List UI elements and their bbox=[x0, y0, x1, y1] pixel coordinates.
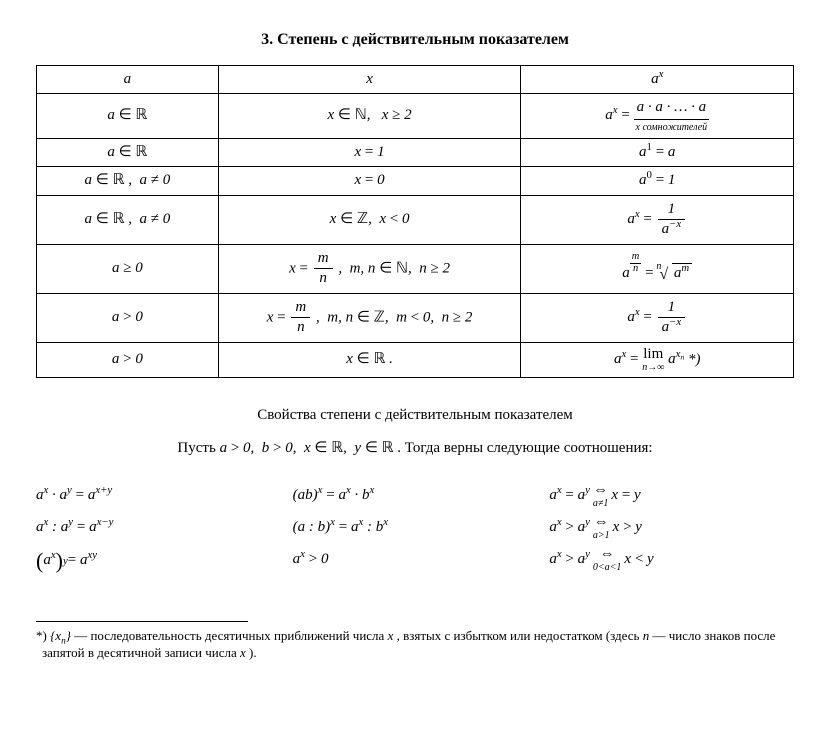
cell-a: a > 0 bbox=[37, 293, 219, 342]
prop-item: (ab)x = ax · bx bbox=[293, 483, 538, 509]
cell-ax: a0 = 1 bbox=[521, 167, 794, 196]
footnote-marker: *) bbox=[36, 628, 47, 643]
table-row: a ∈ ℝ , a ≠ 0 x ∈ ℤ, x < 0 ax = 1 a−x bbox=[37, 195, 794, 244]
col-header-ax: ax bbox=[521, 65, 794, 94]
cell-x: x = m n , m, n ∈ ℕ, n ≥ 2 bbox=[218, 244, 521, 293]
footnote-text: *) {xn} — последовательность десятичных … bbox=[36, 628, 794, 662]
properties-subtitle: Свойства степени с действительным показа… bbox=[36, 406, 794, 426]
table-row: a ∈ ℝ x ∈ ℕ, x ≥ 2 ax = a · a · … · a x … bbox=[37, 94, 794, 139]
cell-ax: amn = nam bbox=[521, 244, 794, 293]
footnote-marker: *) bbox=[688, 351, 701, 367]
nth-root: nam bbox=[657, 263, 692, 286]
cell-ax: a1 = a bbox=[521, 138, 794, 167]
fraction: m n bbox=[314, 249, 333, 289]
properties-intro: Пусть a > 0, b > 0, x ∈ ℝ, y ∈ ℝ . Тогда… bbox=[36, 439, 794, 459]
iff-stack: ⇔a≠1 bbox=[593, 483, 609, 509]
col-header-x: x bbox=[218, 65, 521, 94]
limit: lim n→∞ bbox=[642, 347, 664, 373]
prop-item: ax > ay ⇔0<a<1 x < y bbox=[549, 547, 794, 573]
prop-item: ax > ay ⇔a>1 x > y bbox=[549, 515, 794, 541]
fraction: m n bbox=[291, 298, 310, 338]
prop-item: ax = ay ⇔a≠1 x = y bbox=[549, 483, 794, 509]
cell-ax: ax = 1 a−x bbox=[521, 195, 794, 244]
sup-fraction: mn bbox=[630, 252, 642, 274]
table-row: a ∈ ℝ , a ≠ 0 x = 0 a0 = 1 bbox=[37, 167, 794, 196]
section-title: 3. Степень с действительным показателем bbox=[36, 30, 794, 51]
table-row: a > 0 x = m n , m, n ∈ ℤ, m < 0, n ≥ 2 a… bbox=[37, 293, 794, 342]
fraction: 1 a−x bbox=[658, 200, 686, 240]
properties-col-2: (ab)x = ax · bx (a : b)x = ax : bx ax > … bbox=[293, 477, 538, 582]
cell-a: a ∈ ℝ bbox=[37, 138, 219, 167]
properties-grid: ax · ay = ax+y ax : ay = ax−y (ax)y = ax… bbox=[36, 477, 794, 582]
cell-x: x = 1 bbox=[218, 138, 521, 167]
cell-ax: ax = 1 a−x bbox=[521, 293, 794, 342]
cell-ax: ax = a · a · … · a x сомножителей bbox=[521, 94, 794, 139]
underbrace: a · a · … · a x сомножителей bbox=[634, 98, 710, 134]
prop-item: (ax)y = axy bbox=[36, 547, 281, 576]
table-row: a > 0 x ∈ ℝ . ax = lim n→∞ axn *) bbox=[37, 342, 794, 377]
cell-a: a ∈ ℝ bbox=[37, 94, 219, 139]
fraction: 1 a−x bbox=[658, 298, 686, 338]
cell-a: a ∈ ℝ , a ≠ 0 bbox=[37, 195, 219, 244]
table-row: a ≥ 0 x = m n , m, n ∈ ℕ, n ≥ 2 amn = na… bbox=[37, 244, 794, 293]
iff-stack: ⇔a>1 bbox=[593, 515, 610, 541]
cell-x: x = m n , m, n ∈ ℤ, m < 0, n ≥ 2 bbox=[218, 293, 521, 342]
prop-item: ax > 0 bbox=[293, 547, 538, 573]
col-header-a: a bbox=[37, 65, 219, 94]
prop-item: ax · ay = ax+y bbox=[36, 483, 281, 509]
underbrace-body: a · a · … · a bbox=[634, 98, 710, 120]
cell-a: a ∈ ℝ , a ≠ 0 bbox=[37, 167, 219, 196]
definitions-table: a x ax a ∈ ℝ x ∈ ℕ, x ≥ 2 ax = a · a · …… bbox=[36, 65, 794, 378]
iff-stack: ⇔0<a<1 bbox=[593, 547, 622, 573]
table-row: a ∈ ℝ x = 1 a1 = a bbox=[37, 138, 794, 167]
cell-x: x = 0 bbox=[218, 167, 521, 196]
cell-ax: ax = lim n→∞ axn *) bbox=[521, 342, 794, 377]
cell-x: x ∈ ℤ, x < 0 bbox=[218, 195, 521, 244]
cell-x: x ∈ ℝ . bbox=[218, 342, 521, 377]
properties-col-3: ax = ay ⇔a≠1 x = y ax > ay ⇔a>1 x > y ax… bbox=[549, 477, 794, 582]
prop-item: (a : b)x = ax : bx bbox=[293, 515, 538, 541]
cell-x: x ∈ ℕ, x ≥ 2 bbox=[218, 94, 521, 139]
footnote-rule bbox=[36, 621, 248, 622]
cell-a: a > 0 bbox=[37, 342, 219, 377]
table-header-row: a x ax bbox=[37, 65, 794, 94]
underbrace-label: x сомножителей bbox=[634, 120, 710, 134]
prop-item: ax : ay = ax−y bbox=[36, 515, 281, 541]
properties-col-1: ax · ay = ax+y ax : ay = ax−y (ax)y = ax… bbox=[36, 477, 281, 582]
cell-a: a ≥ 0 bbox=[37, 244, 219, 293]
